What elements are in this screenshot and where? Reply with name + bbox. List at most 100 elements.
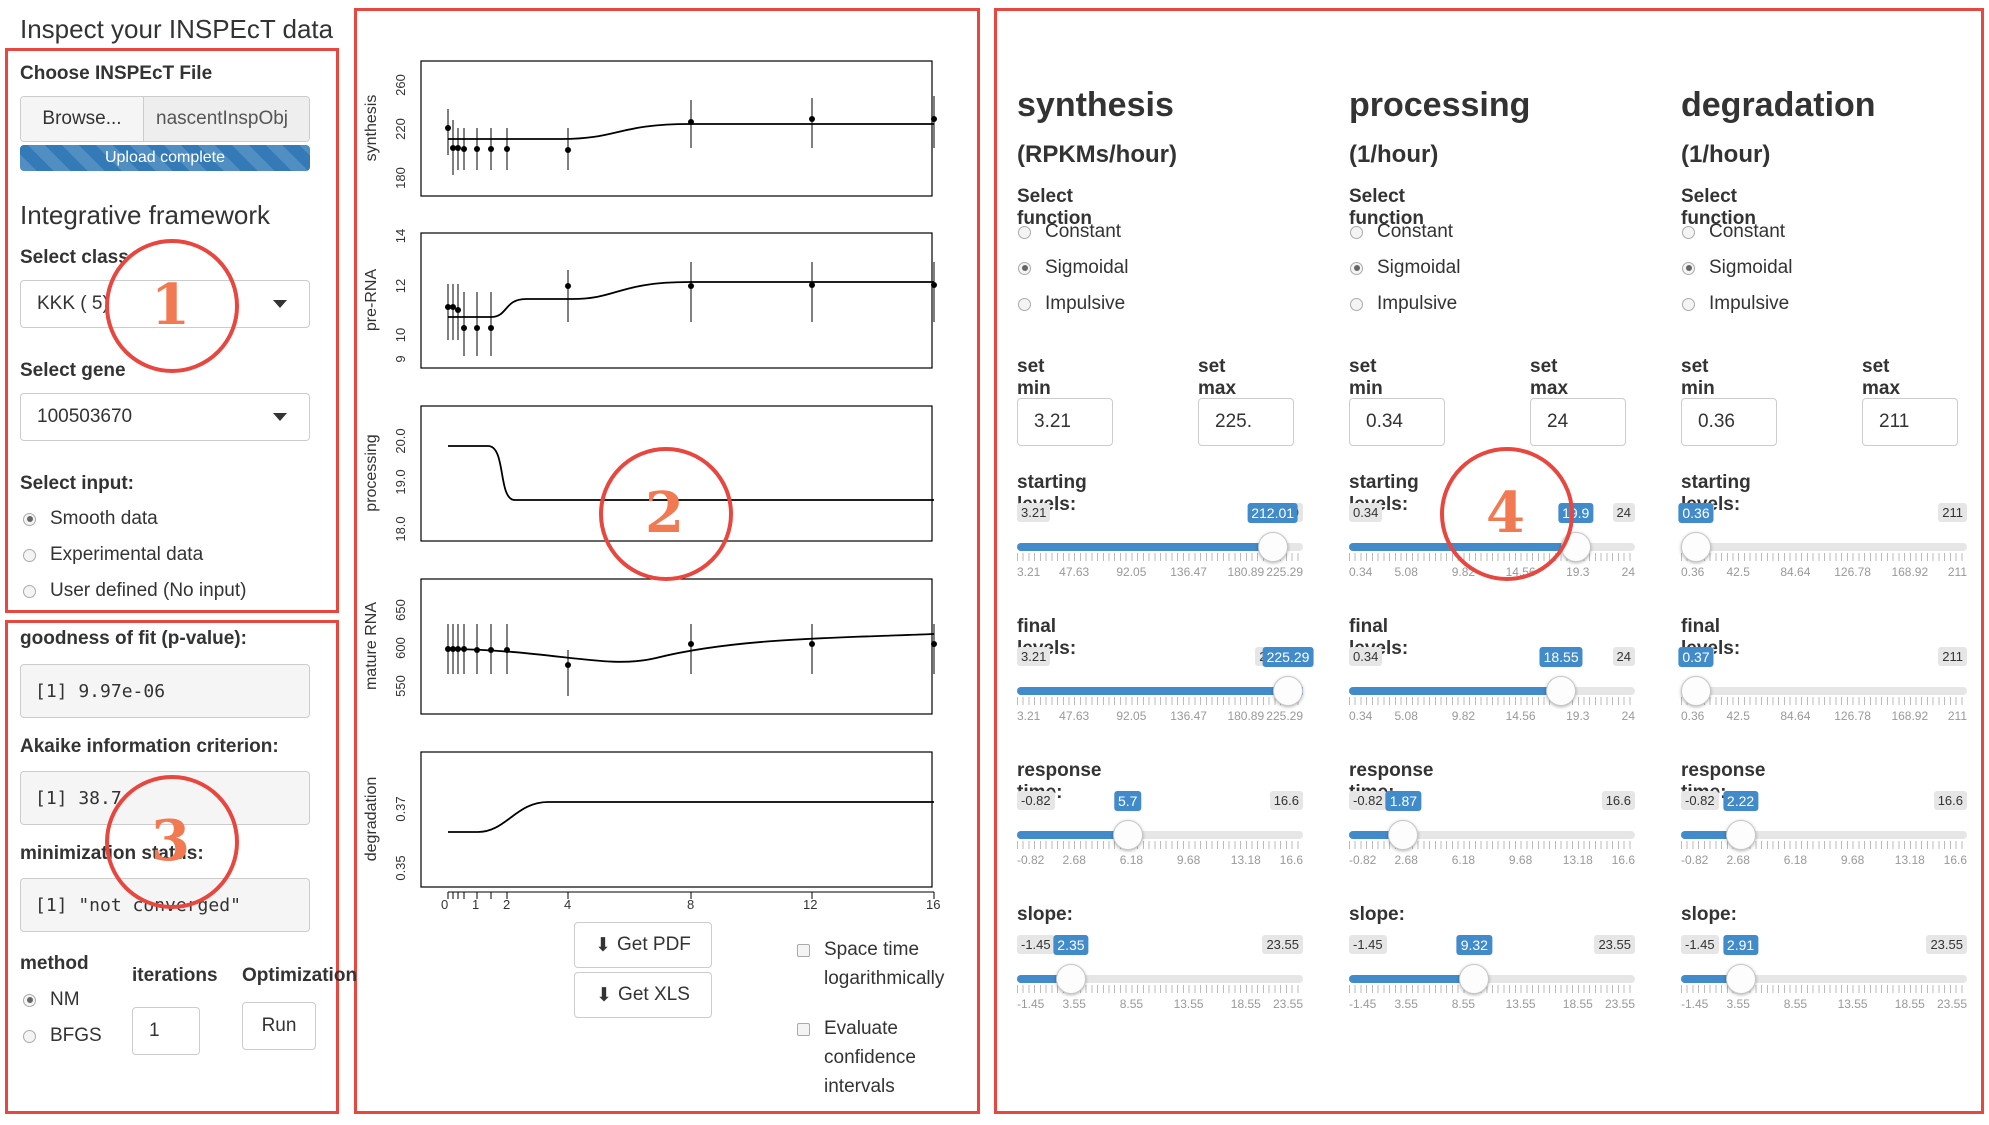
slider-handle[interactable] [1388, 820, 1419, 850]
radio-function-sigmoidal[interactable]: Sigmoidal [1018, 257, 1128, 279]
slider-response-time[interactable]: -0.82 16.6 5.7 -0.82 2.68 6.18 9.68 13.18 16.6 [1017, 791, 1303, 871]
slider-min-label: -1.45 [1017, 935, 1055, 954]
slider-handle[interactable] [1112, 820, 1143, 850]
radio-button[interactable] [1350, 297, 1363, 311]
radio-experimental-data[interactable]: Experimental data [23, 544, 203, 566]
slider-handle[interactable] [1459, 964, 1490, 994]
slider-handle[interactable] [1546, 676, 1577, 706]
iterations-input[interactable]: 1 [132, 1007, 200, 1055]
slider-tick-label: 16.6 [1279, 853, 1303, 867]
radio-function-sigmoidal[interactable]: Sigmoidal [1682, 257, 1792, 279]
radio-function-constant[interactable]: Constant [1018, 221, 1121, 243]
radio-method-bfgs[interactable]: BFGS [23, 1025, 102, 1047]
slider-track[interactable] [1349, 975, 1635, 983]
slider-handle[interactable] [1055, 964, 1086, 994]
get-pdf-button[interactable]: ⬇ Get PDF [574, 922, 712, 968]
slider-min-label: 3.21 [1017, 503, 1051, 522]
radio-button[interactable] [23, 584, 36, 598]
radio-function-constant[interactable]: Constant [1350, 221, 1453, 243]
slider-track[interactable] [1349, 831, 1635, 839]
y-tick-label: 20.0 [393, 428, 408, 453]
slider-handle[interactable] [1681, 532, 1711, 562]
radio-function-impulsive[interactable]: Impulsive [1682, 293, 1789, 315]
y-tick-label: 9 [393, 355, 408, 362]
slider-track[interactable] [1681, 687, 1967, 695]
slider-tick-label: 84.64 [1780, 565, 1811, 579]
radio-function-impulsive[interactable]: Impulsive [1018, 293, 1125, 315]
gene-select[interactable]: 100503670 [20, 393, 310, 441]
set-min-input[interactable]: 0.34 [1349, 398, 1445, 446]
slider-slope[interactable]: -1.45 23.55 2.91 -1.45 3.55 8.55 13.55 18.55 23.… [1681, 935, 1967, 1015]
slider-handle[interactable] [1273, 676, 1303, 706]
slider-tick-labels: -1.45 3.55 8.55 13.55 18.55 23.55 [1681, 997, 1967, 1013]
slider-starting-levels[interactable]: 3.21 225.29 212.01 3.21 47.63 92.05 136.47 180.… [1017, 503, 1303, 583]
set-max-input[interactable]: 24 [1530, 398, 1626, 446]
radio-user-defined[interactable]: User defined (No input) [23, 580, 246, 602]
slider-track[interactable] [1017, 975, 1303, 983]
radio-method-nm[interactable]: NM [23, 989, 80, 1011]
log-time-checkbox[interactable] [797, 944, 810, 957]
slider-tick-label: 225.29 [1266, 565, 1303, 579]
slider-track[interactable] [1681, 975, 1967, 983]
slider-tick-label: 3.55 [1394, 997, 1418, 1011]
slider-max-label: 211 [1938, 503, 1967, 522]
radio-button[interactable] [1018, 261, 1031, 275]
slider-final-levels[interactable]: 0.36 211 0.37 0.36 42.5 84.64 126.78 168.92 211 [1678, 647, 1967, 727]
radio-button[interactable] [1018, 297, 1031, 311]
radio-button[interactable] [1682, 261, 1695, 275]
radio-label: Sigmoidal [1377, 257, 1461, 278]
plot-frame [420, 60, 933, 197]
radio-function-constant[interactable]: Constant [1682, 221, 1785, 243]
radio-button[interactable] [1682, 297, 1695, 311]
slider-max-label: 23.55 [1594, 935, 1635, 954]
radio-button[interactable] [1682, 225, 1695, 239]
slider-tick-label: 13.55 [1837, 997, 1868, 1011]
slider-value-label: 1.87 [1385, 791, 1422, 811]
set-max-label: set max [1198, 356, 1237, 399]
slider-value-label: 225.29 [1262, 647, 1314, 667]
annotation-box-1 [5, 48, 339, 613]
slider-slope[interactable]: -1.45 23.55 9.32 -1.45 3.55 8.55 13.55 18.55 23.… [1349, 935, 1635, 1015]
radio-function-sigmoidal[interactable]: Sigmoidal [1350, 257, 1460, 279]
set-min-input[interactable]: 3.21 [1017, 398, 1113, 446]
radio-button[interactable] [1018, 225, 1031, 239]
slider-min-label: 0.34 [1349, 503, 1383, 522]
radio-button[interactable] [1350, 261, 1363, 275]
confidence-intervals-checkbox[interactable] [797, 1023, 810, 1036]
radio-button[interactable] [23, 548, 36, 562]
slider-final-levels[interactable]: 3.21 225.29 225.29 3.21 47.63 92.05 136.47 180.… [1017, 647, 1314, 727]
slider-final-levels[interactable]: 0.34 24 18.55 0.34 5.08 9.82 14.56 19.3 24 [1349, 647, 1635, 727]
prerna-fit-line [448, 281, 934, 318]
radio-button[interactable] [23, 512, 36, 526]
radio-function-impulsive[interactable]: Impulsive [1350, 293, 1457, 315]
file-name-field[interactable]: nascentInspObj [144, 97, 309, 141]
slider-handle[interactable] [1257, 532, 1288, 562]
slider-track[interactable] [1017, 831, 1303, 839]
gof-label: goodness of fit (p-value): [20, 628, 247, 649]
gof-output: [1] 9.97e-06 [20, 664, 310, 718]
checkbox[interactable] [797, 944, 810, 957]
radio-smooth-data[interactable]: Smooth data [23, 508, 158, 530]
slider-response-time[interactable]: -0.82 16.6 2.22 -0.82 2.68 6.18 9.68 13.18 16.6 [1681, 791, 1967, 871]
get-xls-button[interactable]: ⬇ Get XLS [574, 972, 712, 1018]
slider-response-time[interactable]: -0.82 16.6 1.87 -0.82 2.68 6.18 9.68 13.18 16.6 [1349, 791, 1635, 871]
radio-button[interactable] [23, 1029, 36, 1043]
radio-button[interactable] [23, 993, 36, 1007]
slider-track[interactable] [1681, 543, 1967, 551]
slider-tick-label: 18.55 [1894, 997, 1925, 1011]
set-max-input[interactable]: 211 [1862, 398, 1958, 446]
slider-slope[interactable]: -1.45 23.55 2.35 -1.45 3.55 8.55 13.55 18.55 23.… [1017, 935, 1303, 1015]
radio-button[interactable] [1350, 225, 1363, 239]
set-min-input[interactable]: 0.36 [1681, 398, 1777, 446]
slider-handle[interactable] [1681, 676, 1711, 706]
file-input[interactable]: Browse... nascentInspObj [20, 96, 310, 142]
slider-tick-label: 6.18 [1119, 853, 1144, 867]
browse-button[interactable]: Browse... [21, 97, 144, 141]
run-button[interactable]: Run [242, 1002, 316, 1050]
set-max-input[interactable]: 225. [1198, 398, 1294, 446]
slider-track[interactable] [1681, 831, 1967, 839]
slider-handle[interactable] [1725, 964, 1756, 994]
slider-handle[interactable] [1725, 820, 1756, 850]
checkbox[interactable] [797, 1023, 810, 1036]
